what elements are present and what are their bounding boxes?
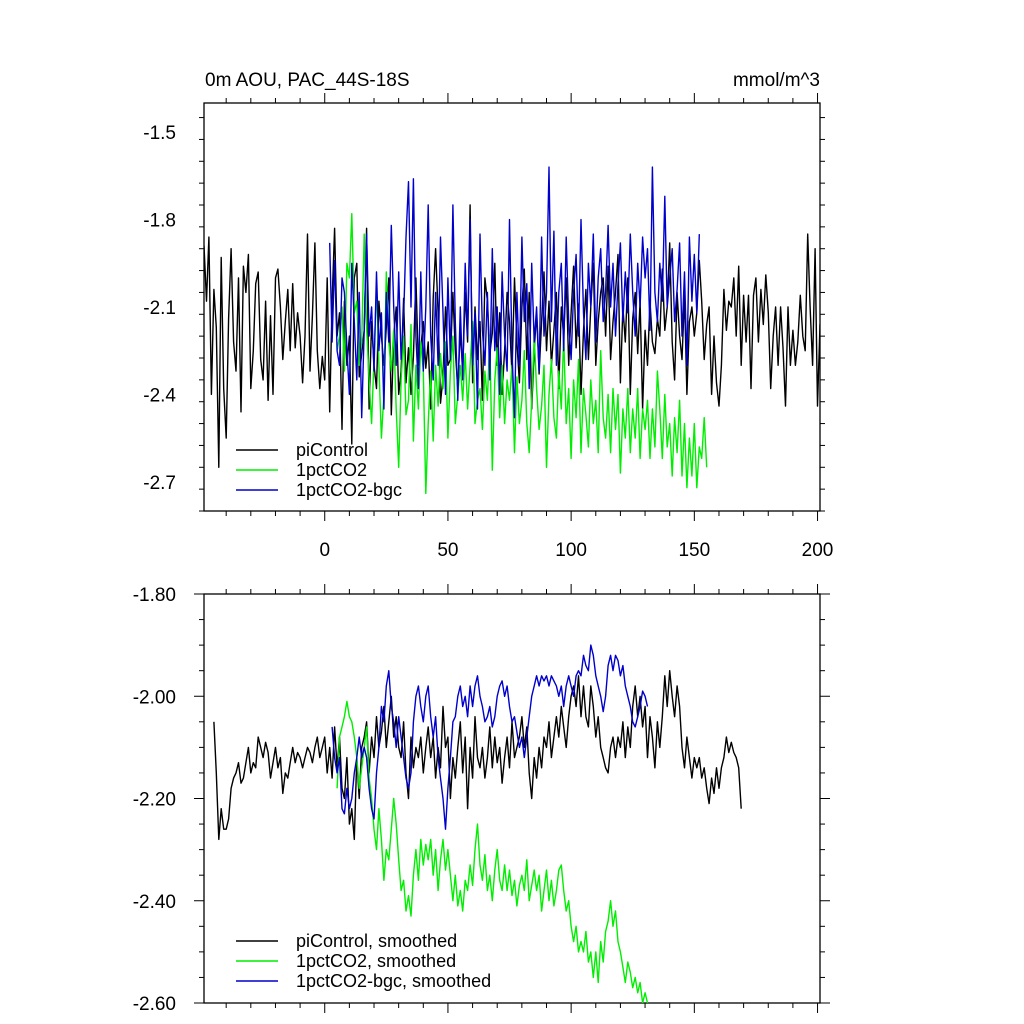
x-tick-label: 200	[802, 540, 834, 561]
y-tick-label: -2.1	[143, 298, 176, 319]
y-tick-label: -2.4	[143, 385, 176, 406]
series-line-1pctco2-smoothed	[336, 700, 649, 1003]
bottom-panel: -1.80 -2.00 -2.20 -2.40 -2.60 piControl, smoo…	[133, 584, 830, 1015]
series-line-1pctco2	[336, 212, 708, 495]
y-tick-label: -1.5	[143, 123, 176, 144]
y-tick-label: -2.60	[133, 994, 176, 1015]
legend-label: piControl, smoothed	[296, 931, 457, 951]
legend-label: piControl	[296, 440, 368, 460]
y-tick-label: -2.20	[133, 790, 176, 811]
legend-label: 1pctCO2, smoothed	[296, 951, 456, 971]
series-group	[213, 644, 742, 1003]
series-line-picontrol	[204, 204, 820, 468]
series-group	[204, 166, 820, 495]
y-tick-label: -2.40	[133, 892, 176, 913]
y-tick-label: -1.8	[143, 211, 176, 232]
legend-label: 1pctCO2-bgc	[296, 480, 402, 500]
y-tick-label: -2.00	[133, 687, 176, 708]
series-line-1pctco2-bgc	[329, 166, 700, 419]
x-tick-label: 50	[437, 540, 458, 561]
legend-label: 1pctCO2	[296, 460, 367, 480]
y-tick-label: -1.80	[133, 585, 176, 606]
plot-frame-1	[203, 102, 821, 512]
top-chart-units: mmol/m^3	[733, 70, 820, 91]
series-line-picontrol-smoothed	[213, 670, 742, 841]
x-tick-label: 0	[319, 540, 330, 561]
x-tick-label: 150	[678, 540, 710, 561]
y-tick-label: -2.7	[143, 473, 176, 494]
x-tick-label: 100	[555, 540, 587, 561]
top-panel: 0m AOU, PAC_44S-18S mmol/m^3 0 50 100 150 20…	[143, 70, 833, 561]
series-line-1pctco2-bgc-smoothed	[331, 644, 649, 830]
legend-label: 1pctCO2-bgc, smoothed	[296, 971, 491, 991]
top-chart-title: 0m AOU, PAC_44S-18S	[205, 70, 410, 91]
